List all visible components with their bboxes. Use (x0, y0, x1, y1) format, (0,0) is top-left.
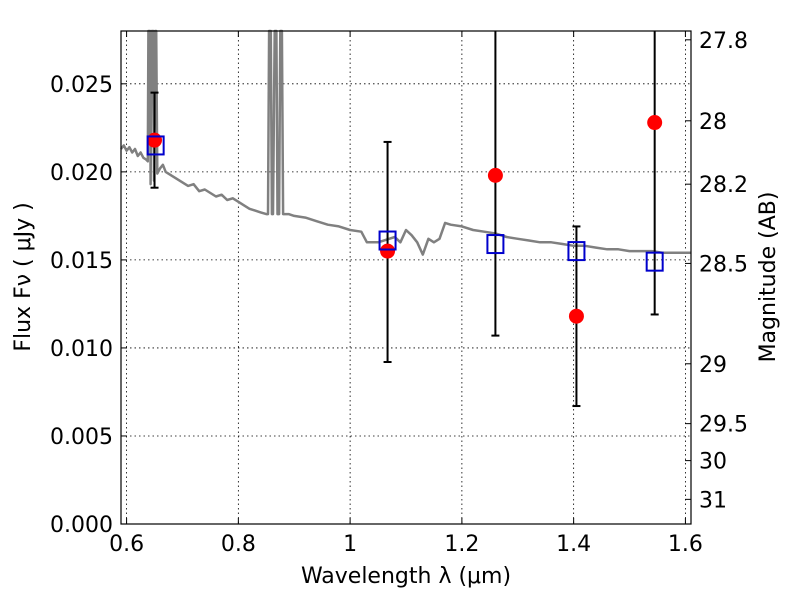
x-tick-label: 1.4 (556, 532, 591, 557)
x-axis: 0.6 0.8 1 1.2 1.4 1.6 (109, 31, 703, 557)
y2-tick-label: 30 (699, 450, 727, 475)
x-tick-label: 1.6 (668, 532, 703, 557)
y-tick-label: 0.020 (50, 161, 113, 186)
y2-axis: 27.8 28 28.2 28.5 29 29.5 30 31 (685, 29, 748, 513)
observed-point (487, 167, 503, 183)
y-tick-label: 0.025 (50, 73, 113, 98)
synthetic-point (567, 241, 586, 262)
synthetic-points (146, 135, 664, 272)
observed-points (147, 115, 663, 324)
y2-tick-label: 27.8 (699, 29, 748, 54)
synthetic-point (146, 135, 165, 156)
y2-tick-label: 29 (699, 353, 727, 378)
y2-tick-label: 31 (699, 488, 727, 513)
grid (121, 31, 691, 524)
model-spectrum (120, 29, 691, 256)
x-tick-label: 1 (343, 532, 357, 557)
x-axis-label: Wavelength λ (μm) (301, 564, 511, 589)
synthetic-point (378, 230, 397, 251)
synthetic-point (486, 234, 505, 255)
y-tick-label: 0.005 (50, 425, 113, 450)
y-tick-label: 0.015 (50, 249, 113, 274)
y-axis: 0.000 0.005 0.010 0.015 0.020 0.025 (50, 73, 127, 538)
x-tick-label: 0.8 (221, 532, 256, 557)
x-tick-label: 0.6 (109, 532, 144, 557)
x-tick-label: 1.2 (444, 532, 479, 557)
error-bars (150, 31, 659, 408)
y2-tick-label: 29.5 (699, 413, 748, 438)
y2-tick-label: 28.2 (699, 173, 748, 198)
plot-frame (120, 30, 692, 525)
observed-point (647, 115, 663, 131)
y-tick-label: 0.010 (50, 337, 113, 362)
observed-point (147, 132, 163, 148)
y-tick-label: 0.000 (50, 513, 113, 538)
observed-point (380, 243, 396, 259)
y2-tick-label: 28 (699, 110, 727, 135)
y-axis-label: Flux Fν ( μJy ) (11, 202, 36, 351)
y2-axis-label: Magnitude (AB) (756, 192, 781, 363)
y2-tick-label: 28.5 (699, 252, 748, 277)
spectrum-line (120, 29, 691, 256)
synthetic-point (645, 251, 664, 272)
observed-point (568, 308, 584, 324)
